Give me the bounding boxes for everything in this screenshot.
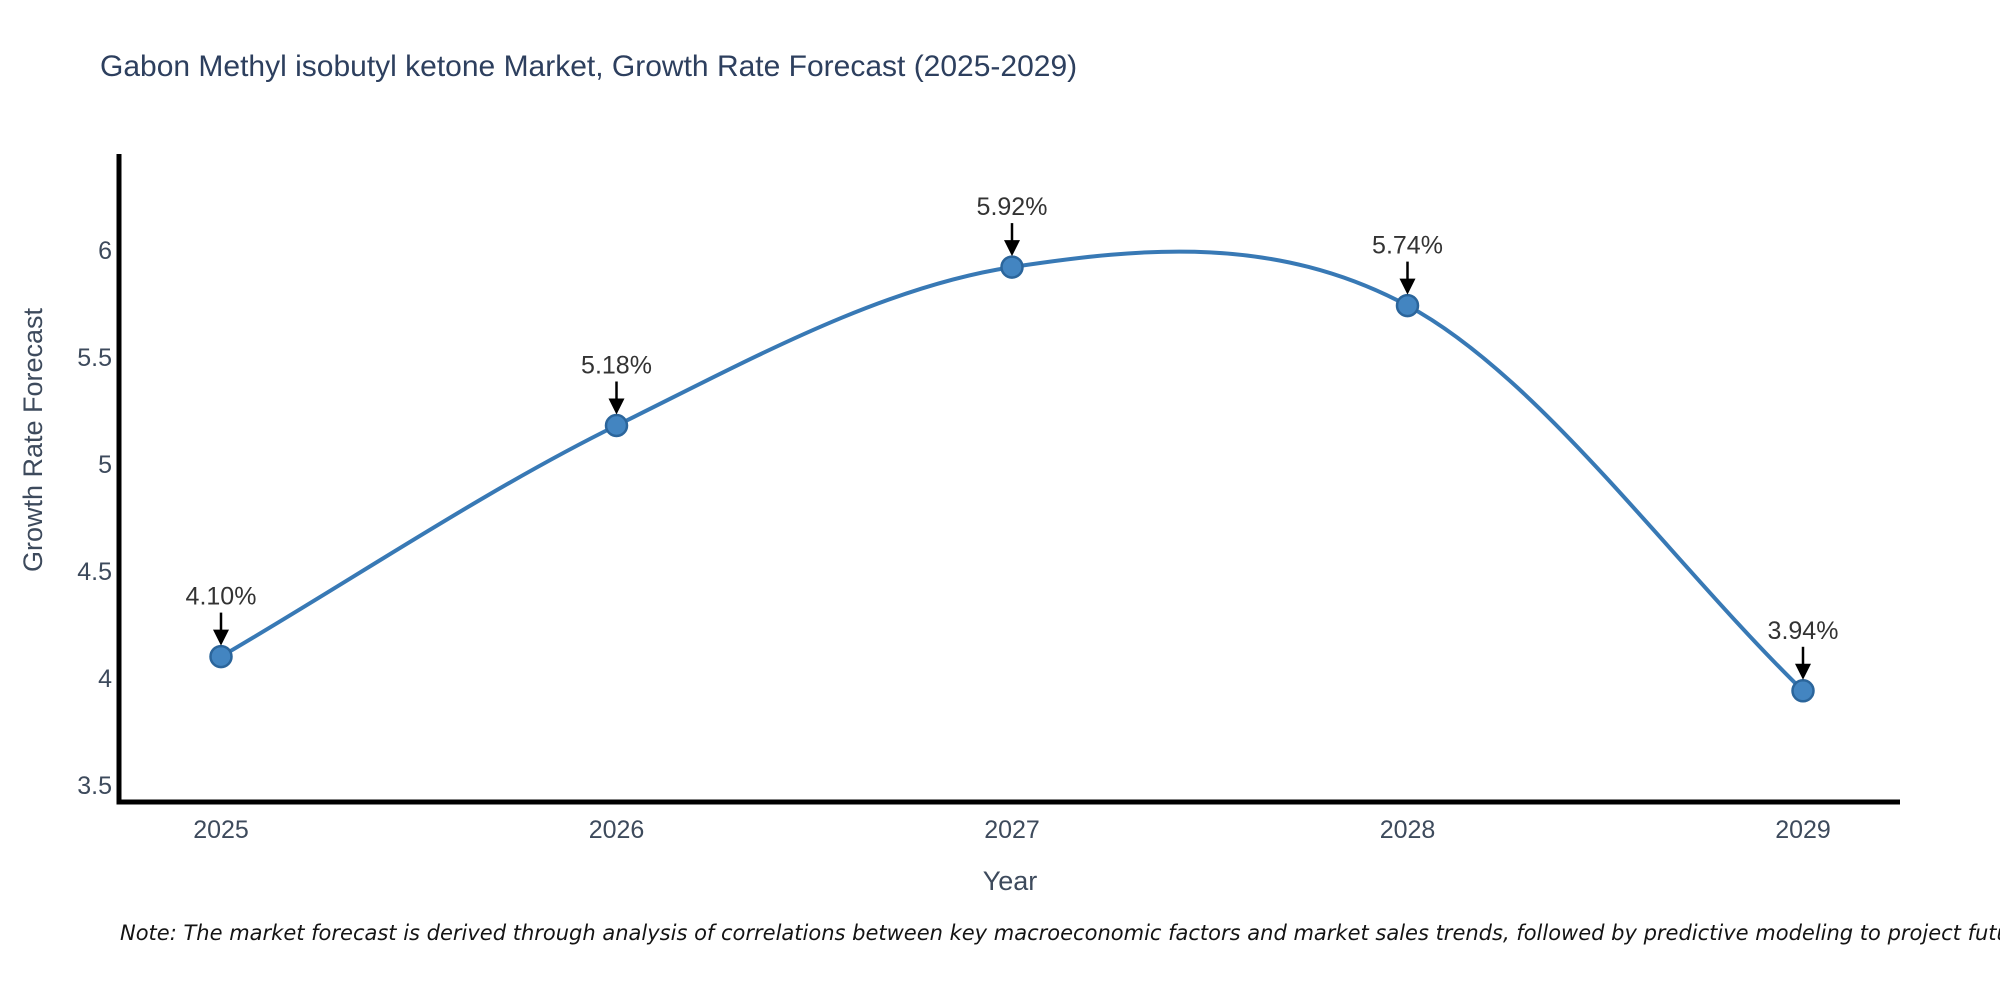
y-axis-tick-labels: 3.5 4 4.5 5 5.5 6 — [77, 237, 112, 800]
data-point-marker — [1395, 293, 1420, 318]
data-point-marker — [604, 413, 629, 438]
footnote: Note: The market forecast is derived thr… — [120, 921, 2000, 945]
y-tick-label: 5 — [98, 451, 112, 479]
x-tick-label: 2025 — [193, 816, 249, 844]
point-label: 5.74% — [1372, 232, 1443, 260]
y-tick-label: 6 — [98, 237, 112, 265]
y-axis-title: Growth Rate Forecast — [18, 307, 48, 572]
y-tick-label: 4.5 — [77, 558, 112, 586]
x-tick-label: 2026 — [589, 816, 645, 844]
point-label: 3.94% — [1768, 617, 1839, 645]
data-point-marker — [209, 644, 233, 669]
series-markers — [209, 255, 1815, 703]
series-line — [219, 249, 1805, 693]
point-annotations: 4.10% 5.18% 5.92% 5.74% 3.94% — [186, 193, 1839, 680]
y-tick-label: 3.5 — [77, 772, 112, 800]
y-tick-label: 5.5 — [77, 344, 112, 372]
x-axis-title: Year — [983, 866, 1038, 896]
annotation-arrow-head — [1399, 278, 1416, 295]
x-tick-label: 2027 — [984, 816, 1040, 844]
annotation-arrow-head — [1795, 663, 1811, 680]
x-axis-tick-labels: 2025 2026 2027 2028 2029 — [193, 816, 1831, 844]
annotation-arrow-head — [1004, 240, 1020, 257]
point-label: 5.18% — [581, 352, 652, 380]
annotation-arrow-head — [608, 398, 625, 415]
data-point-marker — [1791, 679, 1815, 703]
data-point-marker — [1000, 255, 1024, 279]
point-label: 5.92% — [977, 193, 1048, 221]
chart-title: Gabon Methyl isobutyl ketone Market, Gro… — [100, 50, 1077, 83]
x-tick-label: 2029 — [1775, 816, 1831, 844]
annotation-arrow-head — [213, 629, 229, 646]
y-tick-label: 4 — [98, 665, 112, 693]
point-label: 4.10% — [186, 583, 257, 611]
x-tick-label: 2028 — [1380, 816, 1436, 844]
